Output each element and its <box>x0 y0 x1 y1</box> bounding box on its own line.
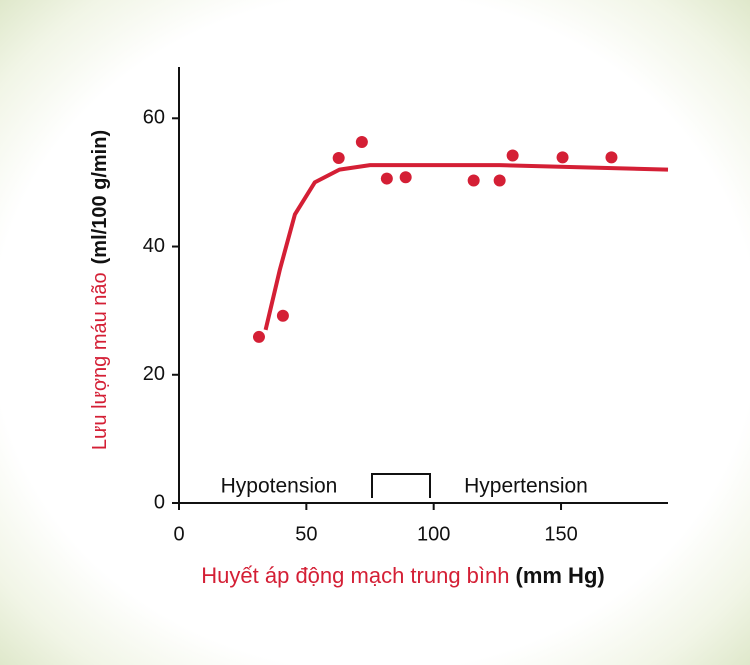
data-point <box>399 171 412 184</box>
x-axis-label: Huyết áp động mạch trung bình (mm Hg) <box>201 563 604 588</box>
data-point <box>605 151 618 164</box>
y-tick-label: 40 <box>143 235 165 257</box>
y-label-text: Lưu lượng máu não <box>89 272 111 450</box>
y-label-unit: (ml/100 g/min) <box>89 130 111 264</box>
y-tick-label: 60 <box>143 107 165 129</box>
y-tick-label: 20 <box>143 363 165 385</box>
x-label-unit: (mm Hg) <box>516 563 605 588</box>
data-point <box>355 136 368 149</box>
normal-range-bracket <box>371 473 431 498</box>
data-point <box>467 174 480 187</box>
data-point <box>332 152 345 165</box>
data-point <box>276 309 289 322</box>
fit-curve <box>263 163 669 331</box>
data-point <box>252 330 265 343</box>
x-label-text: Huyết áp động mạch trung bình <box>201 563 509 588</box>
data-point <box>506 149 519 162</box>
data-point <box>380 172 393 185</box>
annotation: Hypotension <box>221 475 338 498</box>
x-tick-label: 150 <box>544 523 577 545</box>
data-point <box>493 174 506 187</box>
data-point <box>556 151 569 164</box>
y-tick-label: 0 <box>154 491 165 513</box>
x-tick-label: 50 <box>295 523 317 545</box>
y-axis-label: Lưu lượng máu não (ml/100 g/min) <box>89 130 111 450</box>
x-tick-label: 100 <box>417 523 450 545</box>
annotation: Hypertension <box>464 475 588 498</box>
x-tick-label: 0 <box>173 523 184 545</box>
